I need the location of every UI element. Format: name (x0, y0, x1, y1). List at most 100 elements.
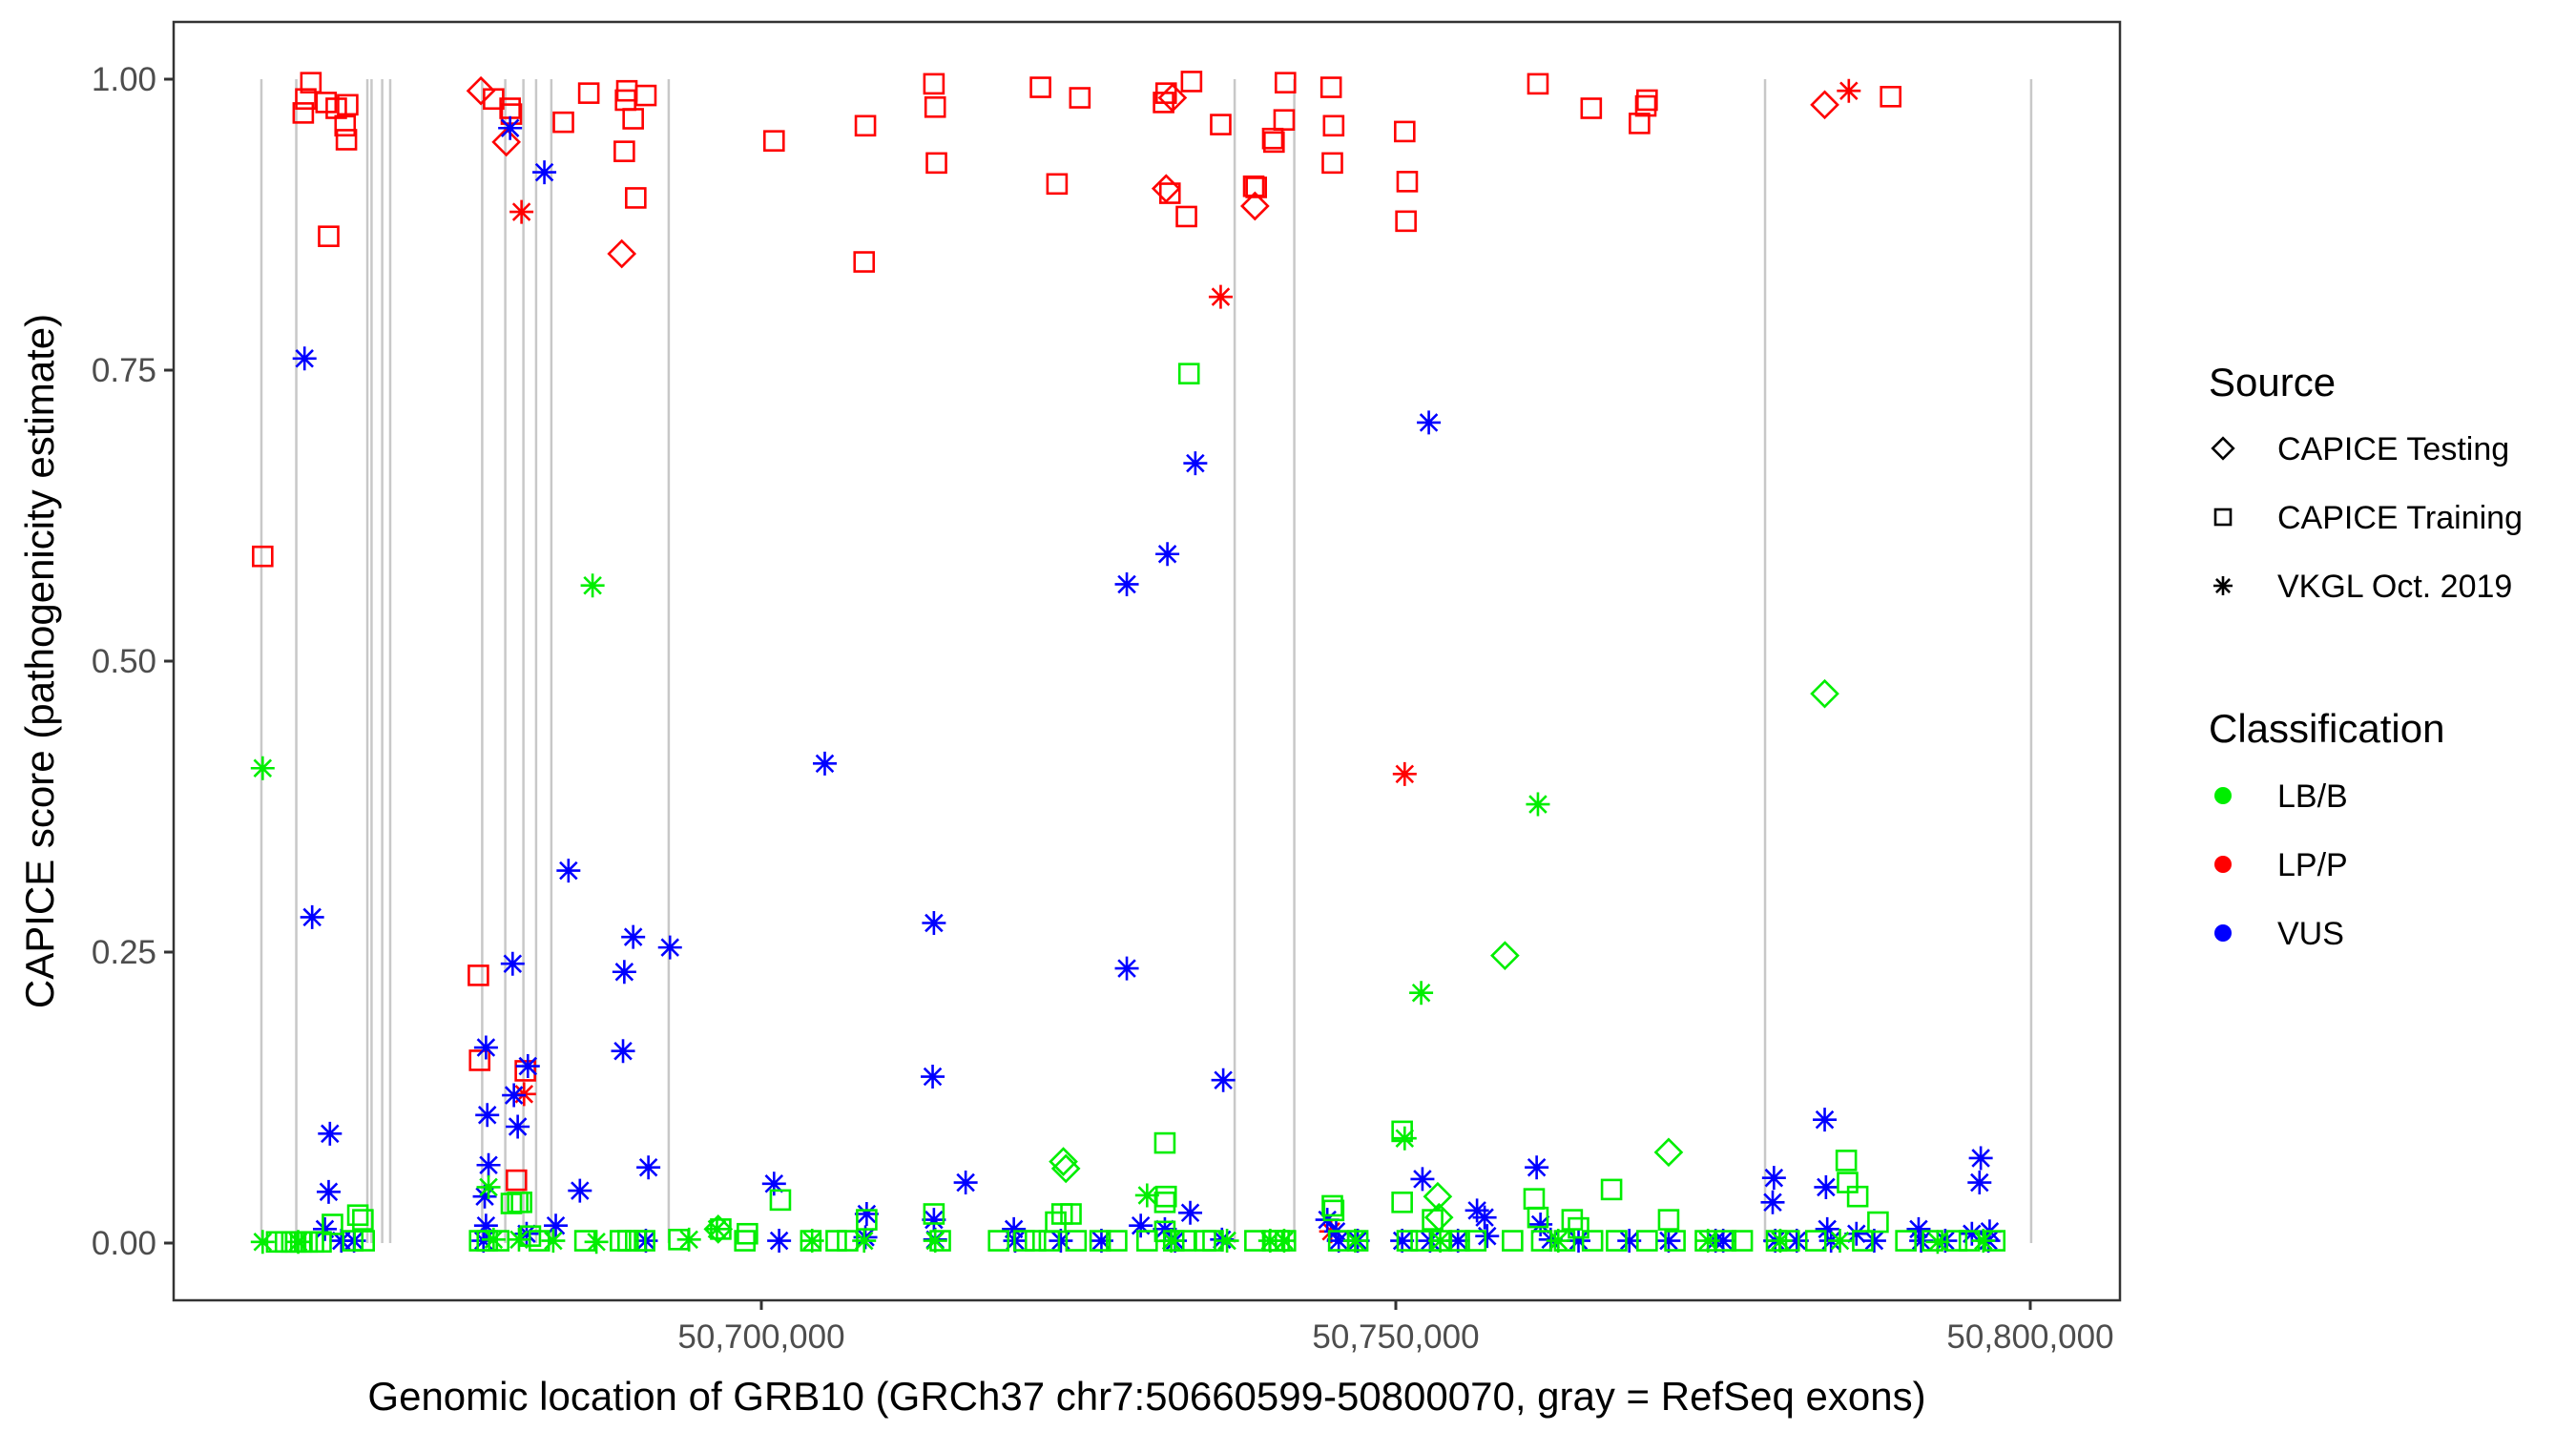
data-point-square (1153, 1131, 1176, 1154)
data-point-square (1846, 1185, 1869, 1208)
data-point-asterisk (1155, 542, 1180, 567)
data-point-asterisk (544, 1213, 569, 1238)
data-point-asterisk (316, 1179, 341, 1204)
data-point-asterisk (250, 1230, 275, 1255)
data-point-square (800, 1230, 822, 1252)
data-point-square (762, 130, 785, 152)
data-point-square (634, 84, 657, 107)
data-point-square (668, 1229, 690, 1251)
data-point-asterisk (1711, 1229, 1735, 1254)
data-point-asterisk (1326, 1229, 1351, 1254)
data-point-asterisk (1528, 1212, 1553, 1236)
data-point-asterisk (922, 1208, 946, 1233)
data-point-square (1060, 1203, 1082, 1225)
data-point-square (1465, 1230, 1487, 1252)
data-point-square (1396, 1230, 1419, 1252)
data-point-asterisk (312, 1216, 337, 1241)
data-point-asterisk (509, 199, 534, 224)
data-point-asterisk (1445, 1229, 1470, 1254)
data-point-asterisk (1546, 1229, 1570, 1254)
data-point-diamond (1423, 1202, 1454, 1233)
data-point-asterisk (1178, 1200, 1203, 1225)
data-point-asterisk (1114, 956, 1139, 981)
data-point-square (1634, 94, 1657, 117)
data-point-square (1158, 182, 1181, 204)
data-point-asterisk (329, 1229, 354, 1254)
legend-label: CAPICE Testing (2277, 431, 2509, 467)
data-point-square (1765, 1230, 1788, 1252)
data-point-asterisk (476, 1152, 501, 1177)
data-point-asterisk (612, 960, 636, 985)
data-point-asterisk (568, 1178, 592, 1203)
data-point-asterisk (852, 1229, 877, 1254)
data-point-asterisk (532, 160, 557, 185)
data-point-asterisk (473, 1035, 498, 1060)
data-point-square (1065, 1230, 1088, 1252)
data-point-asterisk (953, 1171, 978, 1195)
data-point-square (1664, 1230, 1686, 1252)
data-point-square (252, 545, 274, 568)
data-point-square (1629, 113, 1651, 135)
data-point-square (734, 1230, 757, 1252)
data-point-asterisk (541, 1229, 566, 1254)
legend-key-dot (2214, 787, 2232, 804)
data-point-square (1636, 89, 1658, 112)
data-point-asterisk (515, 1054, 540, 1079)
data-point-square (1263, 131, 1285, 154)
data-point-diamond (1810, 90, 1839, 120)
data-point-asterisk (1129, 1213, 1153, 1238)
data-point-diamond (1810, 678, 1839, 709)
data-point-asterisk (1417, 410, 1442, 435)
data-point-square (1319, 76, 1342, 98)
legend-key-dot (2214, 924, 2232, 942)
data-point-square (1175, 205, 1197, 228)
data-point-diamond (466, 75, 496, 106)
data-point-square (1396, 171, 1419, 193)
y-tick-label: 0.25 (92, 934, 156, 971)
data-point-asterisk (1472, 1205, 1497, 1230)
data-point-asterisk (507, 1227, 531, 1252)
data-point-asterisk (472, 1184, 497, 1209)
data-point-square (924, 95, 946, 118)
data-point-square (1202, 1230, 1224, 1252)
data-point-asterisk (1925, 1230, 1950, 1255)
data-point-asterisk (853, 1225, 878, 1250)
data-point-square (1346, 1230, 1369, 1252)
data-point-diamond (703, 1214, 734, 1244)
data-point-square (1852, 1230, 1874, 1252)
data-point-asterisk (1526, 792, 1550, 817)
data-point-square (1321, 152, 1343, 175)
data-point-square (1162, 1230, 1185, 1252)
data-point-asterisk (1813, 1108, 1838, 1132)
data-point-asterisk (1049, 1229, 1073, 1254)
data-point-square (342, 1230, 364, 1252)
data-point-square (322, 1213, 343, 1235)
data-point-square (1580, 97, 1603, 119)
x-tick-label: 50,700,000 (677, 1318, 844, 1356)
data-point-square (1731, 1230, 1754, 1252)
legend-title-source: Source (2209, 360, 2336, 404)
data-point-square (1274, 1230, 1297, 1252)
data-point-asterisk (1153, 1216, 1177, 1241)
data-point-asterisk (761, 1172, 786, 1196)
data-point-diamond (1653, 1137, 1684, 1168)
data-point-square (346, 1204, 369, 1227)
data-point-asterisk (1002, 1216, 1027, 1241)
data-point-square (510, 1192, 532, 1213)
data-point-square (1561, 1209, 1584, 1231)
legend-label: VKGL Oct. 2019 (2277, 569, 2512, 605)
data-point-asterisk (1392, 761, 1417, 786)
data-point-square (514, 1060, 536, 1082)
data-point-square (1600, 1178, 1623, 1201)
data-point-square (1154, 1185, 1177, 1208)
data-point-square (1867, 1211, 1889, 1234)
data-point-square (577, 82, 600, 104)
data-point-square (837, 1230, 859, 1252)
data-point-square (1245, 176, 1267, 198)
data-point-diamond (1151, 174, 1181, 204)
data-point-asterisk (1475, 1224, 1500, 1249)
x-axis-title: Genomic location of GRB10 (GRCh37 chr7:5… (367, 1374, 1925, 1419)
data-point-asterisk (704, 1216, 729, 1241)
data-point-asterisk (1410, 1167, 1435, 1192)
